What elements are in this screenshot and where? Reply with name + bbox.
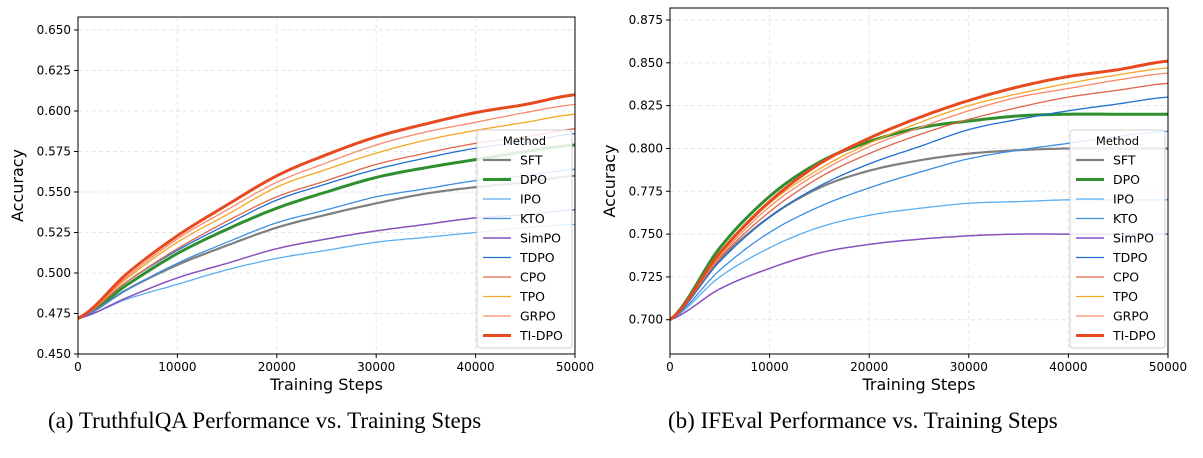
legend-box (1069, 129, 1166, 349)
x-axis-label: Training Steps (862, 375, 976, 394)
legend-label: KTO (1113, 211, 1138, 226)
legend-label: TI-DPO (1112, 328, 1156, 343)
y-tick-label: 0.500 (37, 266, 71, 280)
y-tick-label: 0.825 (629, 99, 663, 113)
legend-label: SimPO (1113, 231, 1154, 246)
legend-label: TI-DPO (519, 328, 563, 343)
x-tick-label: 20000 (850, 360, 888, 374)
x-tick-label: 30000 (950, 360, 988, 374)
legend-label: TDPO (519, 250, 555, 265)
legend-label: TPO (519, 289, 545, 304)
y-tick-label: 0.650 (37, 23, 71, 37)
legend-label: IPO (520, 192, 541, 207)
legend-title: Method (1096, 134, 1139, 148)
plot-frame (669, 7, 1169, 355)
y-tick-label: 0.875 (629, 13, 663, 27)
series-line-ti-dpo (78, 93, 575, 320)
y-tick-label: 0.850 (629, 56, 663, 70)
x-tick-label: 20000 (258, 360, 296, 374)
x-tick-label: 40000 (457, 360, 495, 374)
x-tick-label: 30000 (357, 360, 395, 374)
legend-label: TDPO (1112, 250, 1148, 265)
legend: Method SFT DPO IPO KTO SimPO TDPO CPO TPO GRPO TI-… (476, 129, 573, 349)
legend-label: CPO (1113, 270, 1139, 285)
x-tick-label: 40000 (1049, 360, 1087, 374)
y-axis-label: Accuracy (8, 149, 27, 222)
y-tick-label: 0.575 (37, 144, 71, 158)
caption-b: (b) IFEval Performance vs. Training Step… (668, 408, 1058, 433)
x-tick-label: 50000 (556, 360, 594, 374)
y-tick-label: 0.700 (629, 313, 663, 327)
legend-label: IPO (1113, 192, 1134, 207)
legend-label: CPO (520, 270, 546, 285)
y-tick-label: 0.475 (37, 306, 71, 320)
legend-label: GRPO (520, 309, 556, 324)
y-axis-label: Accuracy (600, 144, 619, 217)
legend-label: SimPO (520, 231, 561, 246)
y-tick-label: 0.450 (37, 347, 71, 361)
legend-title: Method (503, 134, 546, 148)
x-tick-label: 50000 (1149, 360, 1187, 374)
y-tick-label: 0.525 (37, 225, 71, 239)
x-tick-label: 0 (666, 360, 674, 374)
series-line-cpo (670, 82, 1168, 321)
series-line-tpo (78, 113, 575, 319)
legend-label: SFT (520, 153, 543, 168)
chart-1: 0 10000 20000 30000 40000 50000 0.700 0.725 0.75… (600, 7, 1187, 394)
y-tick-label: 0.725 (629, 270, 663, 284)
plot-frame (77, 16, 576, 355)
legend-label: DPO (1113, 172, 1140, 187)
legend-label: KTO (520, 211, 545, 226)
caption-a: (a) TruthfulQA Performance vs. Training … (48, 408, 482, 433)
x-axis-label: Training Steps (269, 375, 383, 394)
series-line-grpo (78, 103, 575, 319)
legend: Method SFT DPO IPO KTO SimPO TDPO CPO TPO GRPO TI-… (1069, 129, 1166, 349)
chart-0: 0 10000 20000 30000 40000 50000 0.450 0.475 0.50… (8, 16, 594, 394)
legend-label: TPO (1112, 289, 1138, 304)
series-line-ti-dpo (670, 59, 1168, 321)
series-line-grpo (670, 72, 1168, 321)
y-tick-label: 0.800 (629, 141, 663, 155)
y-tick-label: 0.550 (37, 185, 71, 199)
y-tick-label: 0.750 (629, 227, 663, 241)
series-line-tdpo (670, 96, 1168, 321)
legend-label: DPO (520, 172, 547, 187)
x-tick-label: 10000 (751, 360, 789, 374)
legend-box (476, 129, 573, 349)
y-tick-label: 0.625 (37, 63, 71, 77)
x-tick-label: 10000 (158, 360, 196, 374)
y-tick-label: 0.775 (629, 184, 663, 198)
legend-label: GRPO (1113, 309, 1149, 324)
legend-label: SFT (1113, 153, 1136, 168)
x-tick-label: 0 (74, 360, 82, 374)
y-tick-label: 0.600 (37, 104, 71, 118)
